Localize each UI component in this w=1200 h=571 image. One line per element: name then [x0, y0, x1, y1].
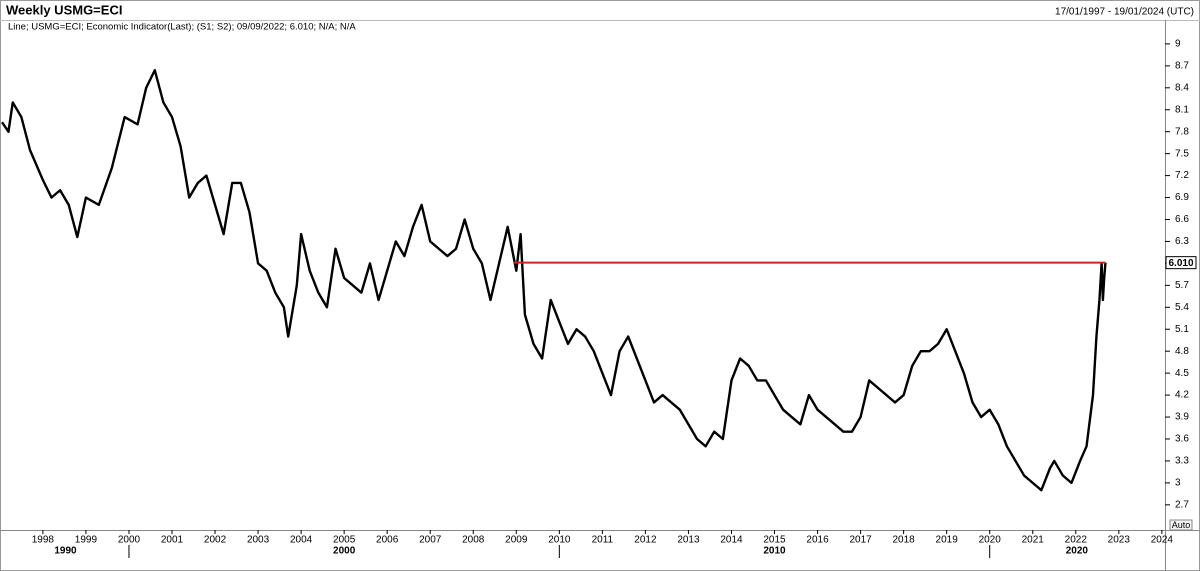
y-tick-label: 5.4	[1175, 302, 1189, 313]
x-tick-label: 2010	[548, 535, 571, 546]
x-tick-label: 1998	[32, 535, 55, 546]
x-tick-label: 2021	[1022, 535, 1045, 546]
x-tick-label: 2017	[849, 535, 872, 546]
y-tick-label: 7.5	[1175, 148, 1189, 159]
y-tick-label: 2.7	[1175, 499, 1189, 510]
y-tick-label: 3.3	[1175, 456, 1189, 467]
last-value-label: 6.010	[1168, 258, 1193, 269]
date-range: 17/01/1997 - 19/01/2024 (UTC)	[1055, 7, 1194, 18]
x-tick-label: 2008	[462, 535, 485, 546]
x-tick-label: 2016	[806, 535, 829, 546]
y-tick-label: 8.1	[1175, 104, 1189, 115]
x-tick-label: 2013	[677, 535, 700, 546]
x-tick-label: 2003	[247, 535, 270, 546]
x-tick-label: 2009	[505, 535, 528, 546]
decade-label: 2020	[1066, 546, 1089, 557]
y-tick-label: 7.2	[1175, 170, 1189, 181]
y-tick-label: 4.2	[1175, 390, 1189, 401]
decade-label: 1990	[54, 546, 77, 557]
x-tick-label: 1999	[75, 535, 98, 546]
x-tick-label: 2004	[290, 535, 313, 546]
x-tick-label: 2001	[161, 535, 184, 546]
y-tick-label: 3.9	[1175, 412, 1189, 423]
y-tick-label: 9	[1175, 39, 1181, 50]
data-line	[1, 69, 1107, 492]
auto-button-label[interactable]: Auto	[1172, 520, 1191, 530]
y-tick-label: 8.4	[1175, 82, 1189, 93]
y-tick-label: 6.6	[1175, 214, 1189, 225]
x-tick-label: 2002	[204, 535, 227, 546]
last-value-box	[1165, 256, 1197, 270]
y-tick-label: 3.6	[1175, 434, 1189, 445]
x-tick-label: 2014	[720, 535, 743, 546]
x-tick-label: 2018	[893, 535, 916, 546]
y-tick-label: 4.5	[1175, 368, 1189, 379]
x-tick-label: 2011	[592, 535, 614, 546]
decade-label: 2010	[763, 546, 786, 557]
y-tick-label: 3	[1175, 478, 1181, 489]
y-tick-label: 6.3	[1175, 236, 1189, 247]
x-tick-label: 2015	[763, 535, 786, 546]
y-tick-label: 5.7	[1175, 280, 1189, 291]
y-tick-label: 8.7	[1175, 60, 1189, 71]
x-tick-label: 2000	[118, 535, 141, 546]
y-tick-label: 4.8	[1175, 346, 1189, 357]
x-tick-label: 2023	[1108, 535, 1131, 546]
x-tick-label: 2020	[979, 535, 1002, 546]
y-tick-label: 6.9	[1175, 192, 1189, 203]
x-tick-label: 2022	[1065, 535, 1088, 546]
x-tick-label: 2005	[333, 535, 356, 546]
x-tick-label: 2007	[419, 535, 442, 546]
decade-label: 2000	[333, 546, 356, 557]
y-tick-label: 7.8	[1175, 126, 1189, 137]
x-tick-label: 2006	[376, 535, 399, 546]
x-tick-label: 2024	[1151, 535, 1174, 546]
x-tick-label: 2019	[936, 535, 959, 546]
legend-text: Line; USMG=ECI; Economic Indicator(Last)…	[8, 22, 356, 33]
y-tick-label: 5.1	[1175, 324, 1189, 335]
chart-title: Weekly USMG=ECI	[6, 2, 122, 17]
x-tick-label: 2012	[634, 535, 657, 546]
auto-button[interactable]	[1169, 519, 1193, 531]
